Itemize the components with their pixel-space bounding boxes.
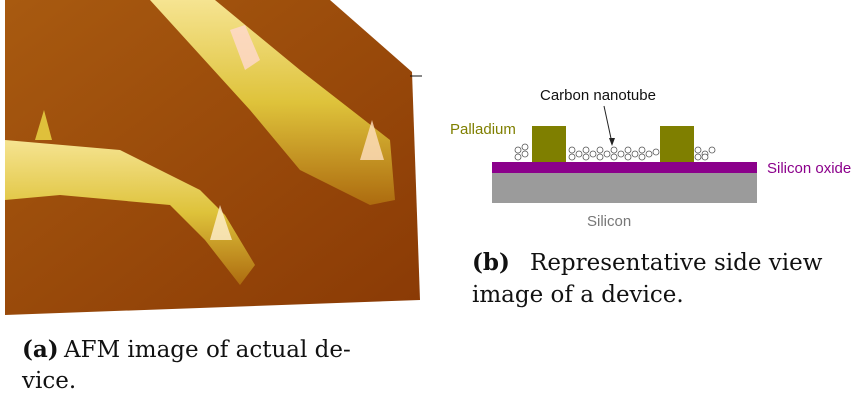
figure: Carbon nanotube Palladium Silicon oxide …: [0, 0, 867, 396]
oxide-label: Silicon oxide: [767, 160, 851, 177]
device-diagram: [492, 106, 757, 203]
caption-line: vice.: [21, 368, 76, 394]
afm-image: [5, 0, 422, 315]
caption-line: Representative side view: [530, 250, 823, 276]
caption-label: (a): [22, 336, 59, 363]
caption-line: AFM image of actual de-: [63, 337, 351, 363]
nanotube-label: Carbon nanotube: [540, 87, 656, 104]
page: Carbon nanotube Palladium Silicon oxide …: [0, 0, 867, 396]
substrate-label: Silicon: [587, 213, 631, 230]
metal-label: Palladium: [450, 121, 516, 138]
caption-line: image of a device.: [472, 282, 684, 308]
caption-label: (b): [472, 249, 510, 276]
